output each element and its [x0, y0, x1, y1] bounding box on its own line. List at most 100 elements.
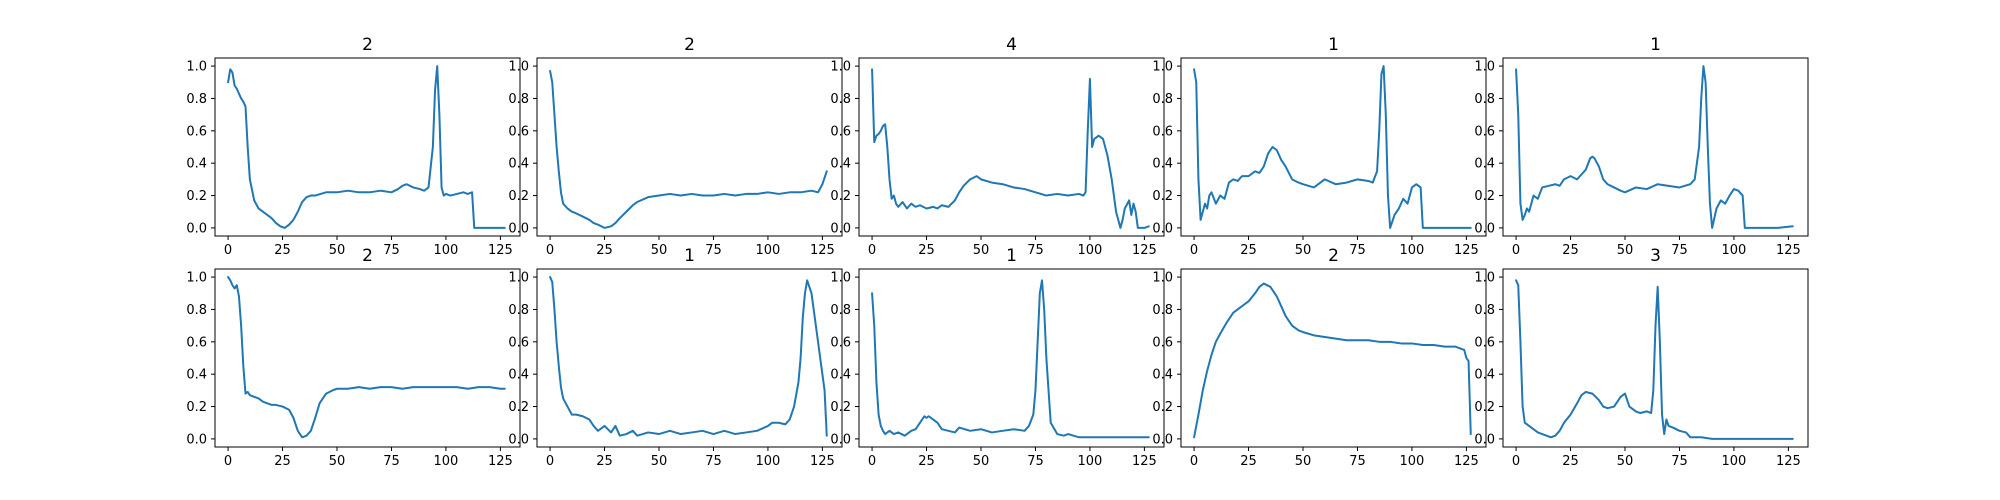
- y-tick-label: 1.0: [830, 60, 851, 75]
- x-tick-label: 50: [1295, 243, 1312, 258]
- y-tick-label: 0.6: [830, 335, 851, 350]
- y-tick-label: 0.6: [186, 335, 207, 350]
- y-tick-label: 0.0: [830, 432, 851, 447]
- y-tick-label: 0.8: [186, 92, 207, 107]
- x-tick-label: 25: [596, 243, 613, 258]
- y-tick-label: 0.4: [508, 157, 529, 172]
- axes-frame: [214, 57, 521, 237]
- x-tick-label: 50: [1617, 243, 1634, 258]
- x-tick-label: 25: [918, 243, 935, 258]
- x-tick-label: 50: [1295, 454, 1312, 469]
- axes-frame: [1502, 57, 1809, 237]
- y-tick-label: 0.2: [508, 189, 529, 204]
- axes-frame: [1180, 57, 1487, 237]
- x-tick-label: 100: [756, 454, 781, 469]
- x-tick-label: 50: [651, 243, 668, 258]
- y-tick-label: 0.4: [1474, 157, 1495, 172]
- x-tick-label: 0: [1512, 243, 1520, 258]
- x-tick-label: 25: [1562, 454, 1579, 469]
- x-tick-label: 25: [274, 243, 291, 258]
- y-tick-label: 0.8: [186, 303, 207, 318]
- y-tick-label: 0.6: [1474, 124, 1495, 139]
- y-tick-label: 0.4: [508, 368, 529, 383]
- y-tick-label: 0.6: [830, 124, 851, 139]
- x-tick-label: 75: [1671, 454, 1688, 469]
- axes-frame: [1502, 268, 1809, 448]
- y-tick-label: 0.8: [1152, 92, 1173, 107]
- y-tick-label: 0.0: [1474, 432, 1495, 447]
- y-tick-label: 1.0: [508, 271, 529, 286]
- x-tick-label: 0: [546, 454, 554, 469]
- x-tick-label: 75: [1349, 243, 1366, 258]
- subplot-8: 1 0 25 50 75 100 125 0.0 0.2 0.4 0.6 0.8 1.0: [830, 246, 1165, 469]
- axes-frame: [1180, 268, 1487, 448]
- subplot-5: 1 0 25 50 75 100 125 0.0 0.2 0.4 0.6 0.8 1.0: [1474, 35, 1809, 258]
- subplot-7: 1 0 25 50 75 100 125 0.0 0.2 0.4 0.6 0.8 1.0: [508, 246, 843, 469]
- x-tick-label: 25: [1240, 454, 1257, 469]
- x-tick-label: 75: [1671, 243, 1688, 258]
- y-tick-label: 1.0: [186, 271, 207, 286]
- series-line: [1193, 282, 1472, 439]
- subplot-title: 2: [1328, 246, 1339, 266]
- series-line: [227, 65, 506, 229]
- y-tick-label: 1.0: [186, 60, 207, 75]
- series-line: [549, 276, 828, 437]
- y-tick-label: 0.6: [1152, 335, 1173, 350]
- axes-frame: [858, 57, 1165, 237]
- x-tick-label: 0: [1190, 454, 1198, 469]
- subplot-title: 1: [1006, 246, 1017, 266]
- x-tick-label: 50: [973, 243, 990, 258]
- subplot-3: 4 0 25 50 75 100 125 0.0 0.2 0.4 0.6 0.8 1.0: [830, 35, 1165, 258]
- subplot-title: 1: [1650, 35, 1661, 55]
- y-tick-label: 0.4: [186, 157, 207, 172]
- x-tick-label: 50: [1617, 454, 1634, 469]
- x-tick-label: 100: [1400, 243, 1425, 258]
- series-line: [1193, 65, 1472, 229]
- y-tick-label: 0.0: [186, 221, 207, 236]
- subplot-6: 2 0 25 50 75 100 125 0.0 0.2 0.4 0.6 0.8 1.0: [186, 246, 521, 469]
- series-line: [227, 276, 506, 439]
- y-tick-label: 0.8: [508, 92, 529, 107]
- axes-frame: [536, 57, 843, 237]
- y-tick-label: 0.4: [1152, 157, 1173, 172]
- x-tick-label: 0: [868, 243, 876, 258]
- y-tick-label: 0.0: [1474, 221, 1495, 236]
- x-tick-label: 75: [383, 454, 400, 469]
- subplot-4: 1 0 25 50 75 100 125 0.0 0.2 0.4 0.6 0.8 1.0: [1152, 35, 1487, 258]
- x-tick-label: 125: [810, 454, 835, 469]
- x-tick-label: 100: [756, 243, 781, 258]
- x-tick-label: 125: [1454, 243, 1479, 258]
- axes-frame: [214, 268, 521, 448]
- x-tick-label: 0: [868, 454, 876, 469]
- y-tick-label: 0.2: [186, 189, 207, 204]
- y-tick-label: 0.8: [1474, 303, 1495, 318]
- x-tick-label: 75: [1027, 454, 1044, 469]
- y-tick-label: 0.8: [1152, 303, 1173, 318]
- x-tick-label: 125: [810, 243, 835, 258]
- axes-frame: [858, 268, 1165, 448]
- x-tick-label: 25: [274, 454, 291, 469]
- x-tick-label: 50: [329, 243, 346, 258]
- y-tick-label: 0.6: [508, 335, 529, 350]
- y-tick-label: 1.0: [508, 60, 529, 75]
- y-tick-label: 0.2: [1474, 400, 1495, 415]
- x-tick-label: 75: [1027, 243, 1044, 258]
- x-tick-label: 125: [1132, 243, 1157, 258]
- subplot-9: 2 0 25 50 75 100 125 0.0 0.2 0.4 0.6 0.8 1.0: [1152, 246, 1487, 469]
- y-tick-label: 0.2: [830, 400, 851, 415]
- subplot-title: 2: [362, 246, 373, 266]
- y-tick-label: 0.6: [508, 124, 529, 139]
- y-tick-label: 1.0: [1152, 60, 1173, 75]
- y-tick-label: 0.0: [1152, 221, 1173, 236]
- subplot-title: 4: [1006, 35, 1017, 55]
- x-tick-label: 0: [546, 243, 554, 258]
- y-tick-label: 1.0: [1152, 271, 1173, 286]
- x-tick-label: 125: [488, 243, 513, 258]
- x-tick-label: 100: [1722, 243, 1747, 258]
- y-tick-label: 0.4: [830, 157, 851, 172]
- series-line: [1515, 65, 1794, 229]
- x-tick-label: 100: [1722, 454, 1747, 469]
- x-tick-label: 75: [705, 454, 722, 469]
- series-line: [871, 68, 1150, 229]
